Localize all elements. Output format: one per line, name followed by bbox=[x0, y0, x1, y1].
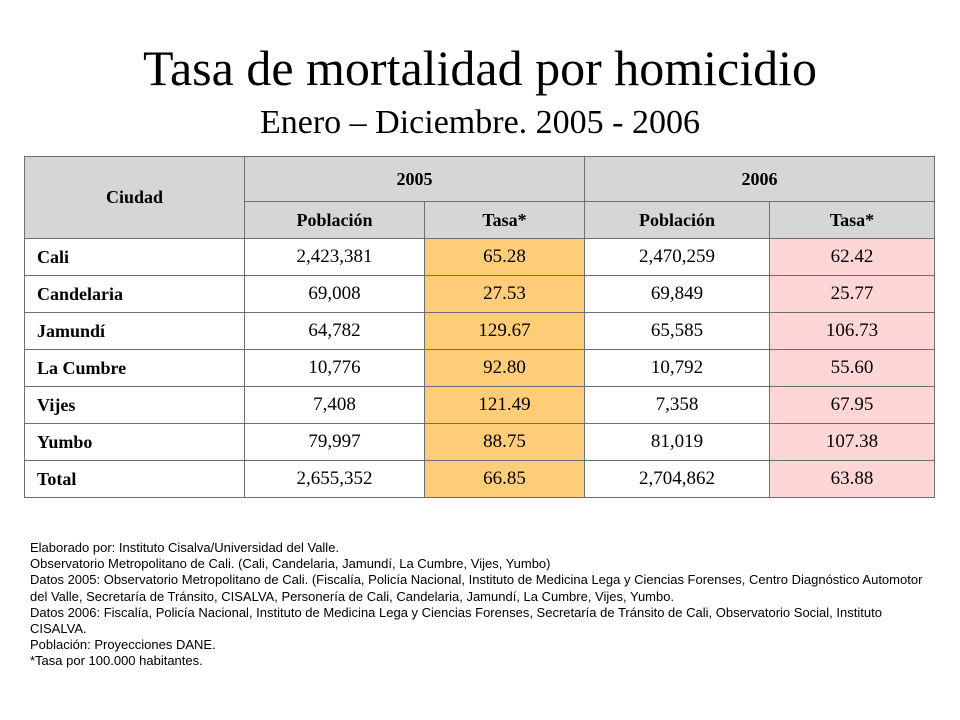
table-row: La Cumbre 10,776 92.80 10,792 55.60 bbox=[24, 349, 935, 387]
rate-2006-cell: 63.88 bbox=[769, 460, 935, 498]
rate-2006-cell: 55.60 bbox=[769, 349, 935, 387]
population-2005-cell: 64,782 bbox=[244, 312, 425, 350]
population-2006-cell: 2,470,259 bbox=[584, 238, 770, 276]
slide-title: Tasa de mortalidad por homicidio bbox=[142, 40, 818, 96]
population-2006-cell: 10,792 bbox=[584, 349, 770, 387]
slide-subtitle: Enero – Diciembre. 2005 - 2006 bbox=[260, 104, 700, 141]
rate-2006-cell: 107.38 bbox=[769, 423, 935, 461]
city-column-header: Ciudad bbox=[24, 156, 245, 239]
population-2005-cell: 10,776 bbox=[244, 349, 425, 387]
population-2006-cell: 69,849 bbox=[584, 275, 770, 313]
population-2005-cell: 2,423,381 bbox=[244, 238, 425, 276]
population-2006-cell: 65,585 bbox=[584, 312, 770, 350]
city-cell: Jamundí bbox=[24, 312, 245, 350]
city-cell: Candelaria bbox=[24, 275, 245, 313]
rate-2006-cell: 67.95 bbox=[769, 386, 935, 424]
source-notes: Elaborado por: Instituto Cisalva/Univers… bbox=[30, 540, 930, 670]
table-row: Vijes 7,408 121.49 7,358 67.95 bbox=[24, 386, 935, 424]
note-line: Población: Proyecciones DANE. bbox=[30, 637, 216, 653]
note-line: *Tasa por 100.000 habitantes. bbox=[30, 653, 203, 669]
table-row: Total 2,655,352 66.85 2,704,862 63.88 bbox=[24, 460, 935, 498]
note-line: Elaborado por: Instituto Cisalva/Univers… bbox=[30, 540, 340, 555]
note-line: Datos 2005: Observatorio Metropolitano d… bbox=[30, 572, 923, 604]
population-2006-cell: 2,704,862 bbox=[584, 460, 770, 498]
population-header-2006: Población bbox=[584, 201, 770, 239]
rate-2005-cell: 129.67 bbox=[424, 312, 585, 350]
population-header-2005: Población bbox=[244, 201, 425, 239]
note-line: Datos 2006: Fiscalía, Policía Nacional, … bbox=[30, 604, 882, 637]
table-row: Yumbo 79,997 88.75 81,019 107.38 bbox=[24, 423, 935, 461]
note-line: Observatorio Metropolitano de Cali. (Cal… bbox=[30, 556, 551, 572]
population-2005-cell: 7,408 bbox=[244, 386, 425, 424]
rate-2005-cell: 88.75 bbox=[424, 423, 585, 461]
rate-header-2005: Tasa* bbox=[424, 201, 585, 239]
city-cell: La Cumbre bbox=[24, 349, 245, 387]
year-header-2006: 2006 bbox=[584, 156, 935, 202]
rate-2006-cell: 25.77 bbox=[769, 275, 935, 313]
population-2006-cell: 7,358 bbox=[584, 386, 770, 424]
rate-2005-cell: 27.53 bbox=[424, 275, 585, 313]
table-row: Cali 2,423,381 65.28 2,470,259 62.42 bbox=[24, 238, 935, 276]
rate-2005-cell: 66.85 bbox=[424, 460, 585, 498]
population-2005-cell: 69,008 bbox=[244, 275, 425, 313]
year-header-2005: 2005 bbox=[244, 156, 585, 202]
mortality-table: Ciudad 2005 2006 Población Tasa* Poblaci… bbox=[24, 156, 935, 498]
city-cell: Yumbo bbox=[24, 423, 245, 461]
population-2005-cell: 2,655,352 bbox=[244, 460, 425, 498]
city-cell: Total bbox=[24, 460, 245, 498]
rate-2005-cell: 92.80 bbox=[424, 349, 585, 387]
rate-2005-cell: 121.49 bbox=[424, 386, 585, 424]
population-2005-cell: 79,997 bbox=[244, 423, 425, 461]
table-body: Cali 2,423,381 65.28 2,470,259 62.42 Candelar… bbox=[24, 238, 935, 498]
rate-header-2006: Tasa* bbox=[769, 201, 935, 239]
city-cell: Vijes bbox=[24, 386, 245, 424]
rate-2005-cell: 65.28 bbox=[424, 238, 585, 276]
population-2006-cell: 81,019 bbox=[584, 423, 770, 461]
table-row: Candelaria 69,008 27.53 69,849 25.77 bbox=[24, 275, 935, 313]
rate-2006-cell: 62.42 bbox=[769, 238, 935, 276]
table-row: Jamundí 64,782 129.67 65,585 106.73 bbox=[24, 312, 935, 350]
city-cell: Cali bbox=[24, 238, 245, 276]
rate-2006-cell: 106.73 bbox=[769, 312, 935, 350]
